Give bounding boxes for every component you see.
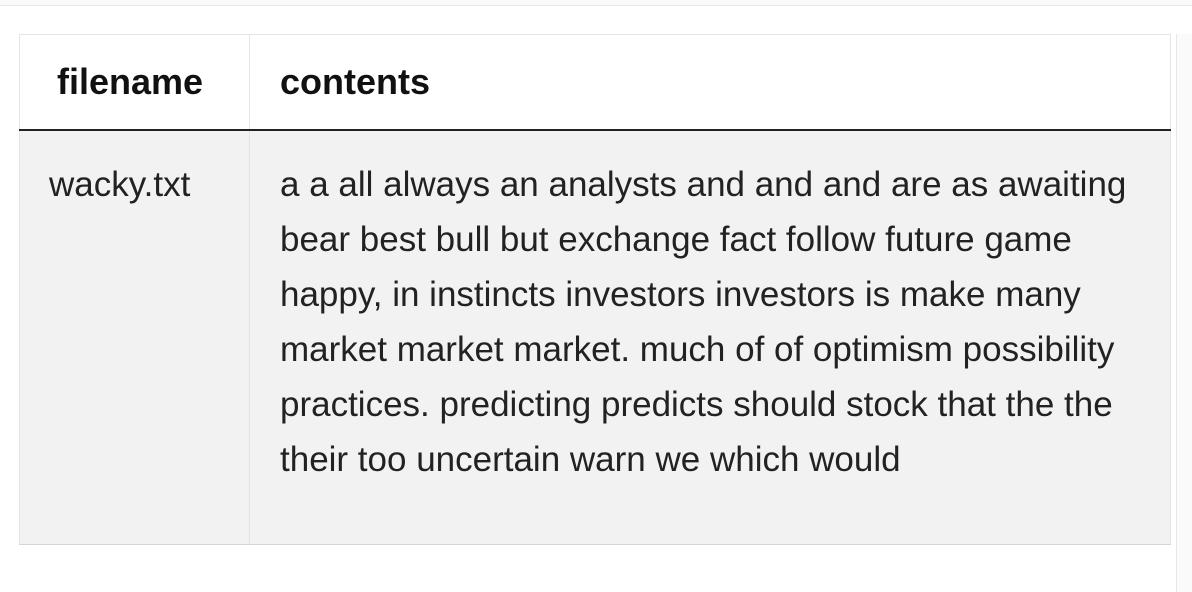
results-table: filename contents wacky.txt a a all alwa… [19,34,1171,545]
results-table-container: filename contents wacky.txt a a all alwa… [19,34,1171,545]
column-header-filename: filename [19,34,250,131]
top-divider [0,0,1192,6]
contents-cell: a a all always an analysts and and and a… [249,129,1171,545]
column-header-contents: contents [249,34,1171,131]
header-row: filename contents [19,34,1171,131]
right-gutter [1176,34,1192,592]
table-header: filename contents [19,34,1171,131]
table-body: wacky.txt a a all always an analysts and… [19,129,1171,545]
filename-cell: wacky.txt [19,129,250,545]
table-row: wacky.txt a a all always an analysts and… [19,129,1171,545]
